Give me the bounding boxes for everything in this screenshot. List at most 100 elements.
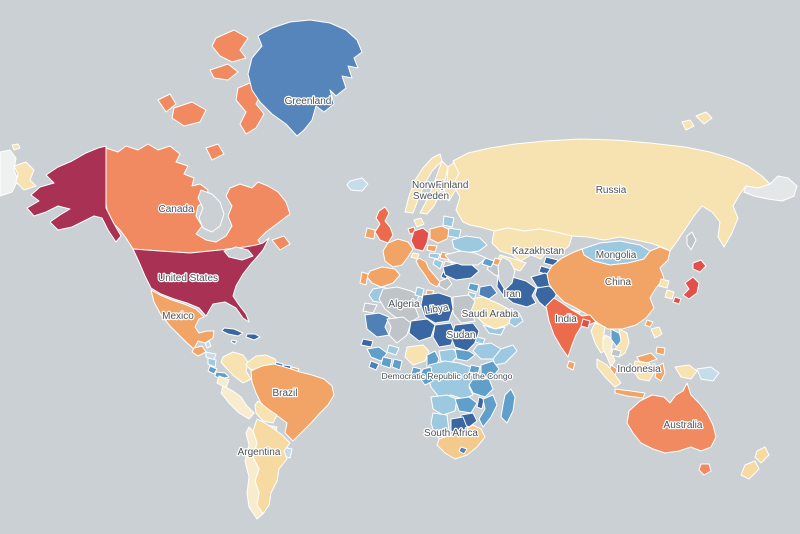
country-italy[interactable] [415,257,441,288]
country-greece[interactable] [438,277,453,291]
country-belize[interactable] [204,340,212,349]
country-czechia[interactable] [426,244,438,253]
country-mauritania[interactable] [364,312,390,338]
country-norway[interactable] [404,153,443,214]
country-indonesia[interactable] [674,364,698,380]
country-uganda[interactable] [468,364,481,375]
country-new-zealand[interactable] [740,460,760,480]
country-nicaragua[interactable] [207,357,217,368]
country-new-zealand[interactable] [754,446,770,464]
country-indonesia[interactable] [596,358,622,388]
country-niger[interactable] [408,318,436,342]
country-mexico[interactable] [150,289,215,350]
country-malaysia[interactable] [636,352,658,364]
country-lesotho[interactable] [458,446,468,455]
country-yemen[interactable] [482,324,506,336]
country-western-sahara[interactable] [362,302,378,314]
country-guatemala[interactable] [191,345,207,357]
country-costa-rica[interactable] [207,365,218,375]
country-japan[interactable] [672,296,682,305]
country-sweden[interactable] [419,160,449,215]
country-philippines[interactable] [655,346,666,356]
country-mali[interactable] [386,316,412,344]
country-chad[interactable] [432,322,456,348]
country-chile[interactable] [244,426,264,520]
country-libya[interactable] [420,292,454,324]
country-germany[interactable] [410,227,430,252]
country-central-african-republic[interactable] [438,348,460,364]
country-indonesia[interactable] [654,362,666,382]
country-south-africa[interactable] [436,424,486,460]
country-algeria[interactable] [378,286,420,324]
country-spain[interactable] [366,266,401,288]
country-cuba[interactable] [221,327,244,337]
country-burkina-faso[interactable] [386,344,400,356]
country-ukraine[interactable] [451,235,488,254]
country-japan[interactable] [692,259,707,273]
country-ivory-coast[interactable] [380,356,393,369]
country-south-korea[interactable] [664,289,675,300]
country-chukotka-fragment[interactable] [0,149,19,197]
country-canada[interactable] [271,235,291,251]
country-iraq[interactable] [478,284,498,300]
country-south-sudan[interactable] [454,348,476,362]
country-austria[interactable] [428,252,441,260]
country-belarus[interactable] [447,227,462,239]
country-somalia[interactable] [492,344,518,366]
country-canada[interactable] [157,93,177,113]
country-far-east-fragment[interactable] [13,161,37,191]
country-denmark[interactable] [413,217,425,228]
country-malawi[interactable] [476,396,485,410]
country-papua-new-guinea[interactable] [696,366,720,382]
country-japan[interactable] [682,276,700,300]
country-indonesia[interactable] [614,388,646,399]
country-tanzania[interactable] [468,378,494,398]
country-australia[interactable] [626,382,717,454]
country-tunisia[interactable] [414,286,425,298]
country-russia[interactable] [681,119,695,131]
country-far-east-fragment[interactable] [11,143,21,151]
country-switzerland[interactable] [410,252,420,260]
country-nigeria[interactable] [404,344,430,366]
country-united-kingdom[interactable] [374,206,394,244]
country-colombia[interactable] [220,351,252,384]
country-united-states[interactable] [132,237,270,323]
country-canada[interactable] [211,29,249,63]
country-kenya[interactable] [480,360,500,380]
country-portugal[interactable] [359,271,369,286]
country-iceland[interactable] [346,177,369,192]
country-canada[interactable] [209,63,239,81]
country-senegal[interactable] [360,338,374,348]
country-caucasus[interactable] [481,257,495,268]
country-baltic-states[interactable] [442,215,455,228]
country-sierra-leone[interactable] [368,360,380,371]
country-chukotka[interactable] [743,175,798,202]
country-bangladesh[interactable] [580,318,591,329]
country-bolivia[interactable] [254,400,278,424]
country-north-korea[interactable] [658,278,670,289]
country-indonesia[interactable] [632,360,656,382]
country-sudan[interactable] [450,322,480,352]
country-drc[interactable] [426,360,476,400]
country-mozambique[interactable] [478,394,498,428]
country-gabon[interactable] [410,366,422,380]
country-zambia[interactable] [454,396,478,414]
country-oman[interactable] [508,312,524,328]
country-madagascar[interactable] [500,388,516,424]
country-angola[interactable] [430,394,458,416]
country-russia[interactable] [695,111,713,125]
country-syria[interactable] [467,282,480,293]
country-sakhalin[interactable] [686,231,697,251]
country-kazakhstan[interactable] [491,227,573,262]
country-united-states[interactable] [26,145,122,243]
country-canada[interactable] [205,143,225,161]
country-canada[interactable] [171,101,207,127]
country-australia[interactable] [698,463,712,476]
country-sri-lanka[interactable] [566,360,576,371]
country-hispaniola[interactable] [245,333,261,341]
country-taiwan[interactable] [644,319,654,328]
country-jamaica[interactable] [230,339,238,345]
country-france[interactable] [382,238,414,268]
country-poland[interactable] [429,225,451,244]
country-ireland[interactable] [364,227,376,240]
